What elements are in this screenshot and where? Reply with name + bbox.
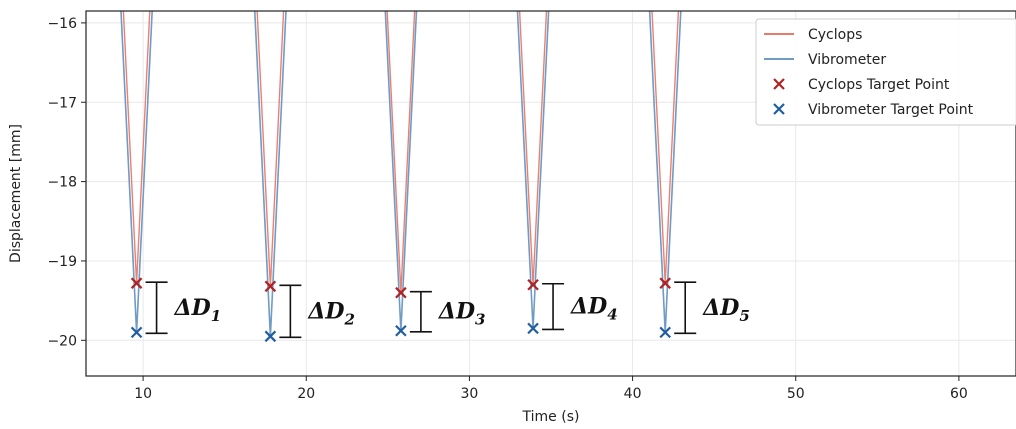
y-tick-label: −20 bbox=[47, 333, 77, 349]
legend-label: Vibrometer bbox=[808, 52, 886, 68]
delta-label: ΔD2 bbox=[307, 298, 355, 328]
plot-frame bbox=[85, 10, 1016, 377]
x-tick-label: 60 bbox=[950, 386, 968, 402]
x-tick-label: 20 bbox=[297, 386, 315, 402]
cyclops-target-point-stroke bbox=[395, 286, 407, 299]
delta-label-main: ΔD bbox=[702, 295, 739, 321]
vibrometer-target-point-stroke bbox=[659, 326, 671, 339]
vibrometer-target-point-stroke bbox=[395, 324, 407, 337]
delta-label: ΔD3 bbox=[438, 299, 486, 329]
delta-label-subscript: 3 bbox=[475, 311, 485, 329]
legend-marker-swatch-stroke bbox=[773, 103, 785, 115]
vibrometer-target-point-stroke bbox=[130, 326, 143, 339]
legend-item-cyclops: Cyclops bbox=[764, 27, 862, 43]
y-axis-label: Displacement [mm] bbox=[8, 124, 24, 263]
x-tick-label: 50 bbox=[787, 386, 805, 402]
cyclops-target-point-stroke bbox=[130, 277, 143, 289]
cyclops-target-point bbox=[264, 280, 277, 293]
x-tick-label: 10 bbox=[134, 386, 152, 402]
y-tick-label: −17 bbox=[47, 95, 77, 111]
delta-label-main: ΔD bbox=[174, 295, 211, 321]
cyclops-target-point bbox=[527, 278, 539, 291]
cyclops-target-point-stroke bbox=[264, 280, 277, 293]
delta-label-main: ΔD bbox=[438, 299, 475, 325]
y-tick-label: −16 bbox=[47, 16, 77, 32]
x-tick-label: 30 bbox=[461, 386, 479, 402]
x-axis-label: Time (s) bbox=[522, 409, 580, 425]
legend-label: Cyclops bbox=[808, 27, 862, 43]
cyclops-target-point-stroke bbox=[659, 277, 671, 289]
legend-item-vibrometer: Vibrometer bbox=[764, 52, 886, 68]
legend-marker-swatch bbox=[773, 78, 785, 90]
vibrometer-target-point bbox=[527, 322, 539, 335]
legend: Cyclops Vibrometer Cyclops Target Point Vib… bbox=[755, 18, 1016, 126]
vibrometer-target-point bbox=[395, 324, 407, 337]
delta-label-subscript: 4 bbox=[607, 306, 617, 324]
delta-label-subscript: 2 bbox=[344, 310, 355, 328]
delta-label-subscript: 1 bbox=[211, 307, 221, 325]
cyclops-target-point bbox=[395, 286, 407, 299]
vibrometer-target-point bbox=[130, 326, 143, 339]
legend-item-vibrometer-target: Vibrometer Target Point bbox=[773, 102, 974, 118]
x-tick-label: 40 bbox=[624, 386, 642, 402]
legend-box bbox=[755, 18, 1016, 126]
delta-label: ΔD5 bbox=[702, 295, 750, 325]
cyclops-target-point bbox=[659, 277, 671, 289]
delta-label: ΔD1 bbox=[174, 295, 222, 325]
delta-label-main: ΔD bbox=[307, 298, 344, 324]
delta-label: ΔD4 bbox=[570, 294, 618, 324]
vibrometer-target-point bbox=[264, 330, 277, 343]
vibrometer-target-point-stroke bbox=[527, 322, 539, 335]
legend-label: Vibrometer Target Point bbox=[808, 102, 974, 118]
legend-marker-swatch-stroke bbox=[773, 78, 785, 90]
delta-label-subscript: 5 bbox=[739, 307, 749, 325]
target-markers bbox=[130, 277, 671, 343]
cyclops-target-point-stroke bbox=[527, 278, 539, 291]
legend-marker-swatch bbox=[773, 103, 785, 115]
y-tick-label: −18 bbox=[47, 175, 77, 191]
cyclops-target-point bbox=[130, 277, 143, 289]
vibrometer-target-point-stroke bbox=[264, 330, 277, 343]
y-tick-label: −19 bbox=[47, 254, 77, 270]
legend-label: Cyclops Target Point bbox=[808, 77, 950, 93]
vibrometer-target-point bbox=[659, 326, 671, 339]
delta-label-main: ΔD bbox=[570, 294, 607, 320]
axis-ticks: 10 20 30 40 50 60 −16 −17 −18 −19 −20 bbox=[47, 16, 967, 402]
legend-item-cyclops-target: Cyclops Target Point bbox=[773, 77, 950, 93]
